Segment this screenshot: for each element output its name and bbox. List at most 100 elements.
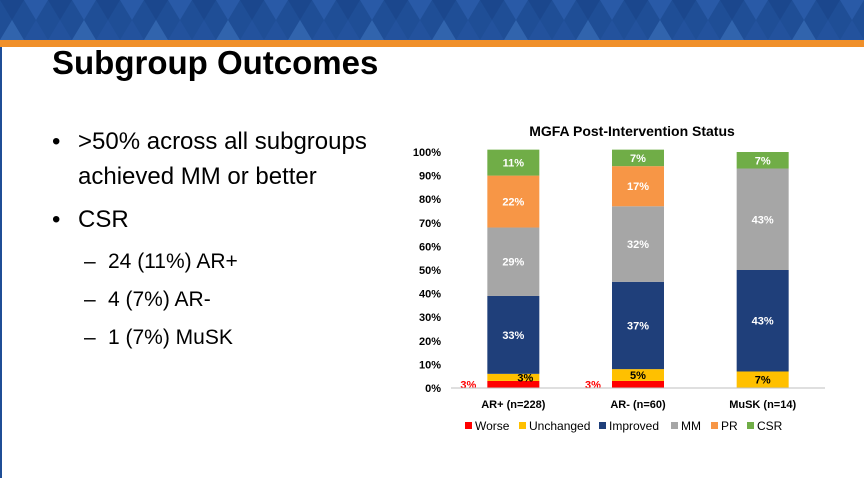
data-label: 11%	[503, 158, 525, 170]
bar-segment	[487, 380, 540, 388]
legend-swatch	[599, 422, 606, 429]
bar-segment	[736, 371, 789, 388]
banner-triangle	[528, 0, 552, 20]
banner-triangle	[528, 20, 552, 40]
banner-triangle	[144, 20, 168, 40]
banner-triangle	[72, 20, 96, 40]
banner-triangle	[792, 0, 816, 20]
dash-icon: –	[84, 288, 96, 311]
banner-triangle	[192, 0, 216, 20]
banner-triangle	[552, 20, 576, 40]
bullet-item: • CSR	[52, 202, 392, 237]
banner-triangle	[216, 20, 240, 40]
banner-triangle	[624, 20, 648, 40]
banner-triangle	[312, 0, 336, 20]
banner-triangle	[360, 20, 384, 40]
banner-triangle	[480, 20, 504, 40]
bar-segment	[487, 227, 540, 296]
data-label: 3%	[460, 379, 476, 391]
slide-title: Subgroup Outcomes	[52, 44, 379, 81]
sub-bullet-text: 24 (11%) AR+	[108, 250, 238, 273]
banner-triangle	[672, 0, 696, 20]
banner-triangle	[648, 0, 672, 20]
banner-pattern	[0, 0, 864, 40]
dash-icon: –	[84, 250, 96, 273]
chart-title: MGFA Post-Intervention Status	[529, 123, 735, 139]
y-tick-label: 100%	[413, 147, 441, 159]
banner-triangle	[840, 0, 864, 20]
banner-triangle	[480, 0, 504, 20]
bullet-text: >50% across all subgroups achieved MM or…	[78, 128, 367, 190]
bar-segment	[612, 281, 664, 370]
sub-bullet-item: –1 (7%) MuSK	[52, 325, 392, 351]
banner-triangle	[24, 0, 48, 20]
y-tick-label: 90%	[419, 171, 441, 183]
banner-triangle	[768, 0, 792, 20]
banner-triangle	[504, 0, 528, 20]
y-tick-label: 0%	[425, 383, 441, 395]
bar-segment	[612, 380, 664, 388]
y-tick-label: 40%	[419, 289, 441, 301]
banner-triangle	[384, 20, 408, 40]
banner-triangle	[120, 20, 144, 40]
x-tick-label: AR- (n=60)	[610, 399, 666, 411]
banner-triangle	[336, 20, 360, 40]
banner-triangle	[432, 20, 456, 40]
banner-triangle	[192, 20, 216, 40]
banner-triangle	[216, 0, 240, 20]
banner-triangle	[768, 20, 792, 40]
y-tick-label: 60%	[419, 241, 441, 253]
banner-triangle	[48, 0, 72, 20]
banner-triangle	[576, 0, 600, 20]
dash-icon: –	[84, 326, 96, 349]
data-label: 17%	[627, 181, 649, 193]
legend-label: Improved	[609, 419, 659, 433]
banner-triangle	[96, 20, 120, 40]
banner-triangle	[840, 20, 864, 40]
banner-triangle	[816, 0, 840, 20]
bullet-dot-icon: •	[52, 128, 61, 155]
banner-triangle	[168, 20, 192, 40]
x-tick-label: AR+ (n=228)	[481, 399, 546, 411]
data-label: 43%	[752, 316, 774, 328]
banner-triangle	[240, 20, 264, 40]
stacked-bar-chart: MGFA Post-Intervention Status 0% 10% 20% 30%…	[413, 123, 825, 433]
banner-triangle	[648, 20, 672, 40]
header-banner	[0, 0, 864, 40]
legend-swatch	[519, 422, 526, 429]
banner-triangle	[336, 0, 360, 20]
data-label: 3%	[585, 379, 601, 391]
banner-triangle	[456, 20, 480, 40]
data-label: 7%	[630, 153, 646, 165]
x-tick-label: MuSK (n=14)	[729, 399, 796, 411]
bar-segment	[612, 206, 664, 282]
banner-triangle	[168, 0, 192, 20]
legend-label: Unchanged	[529, 419, 590, 433]
banner-triangle	[24, 20, 48, 40]
bullet-list: • >50% across all subgroups achieved MM o…	[52, 124, 392, 351]
banner-triangle	[792, 20, 816, 40]
banner-triangle	[0, 20, 24, 40]
sub-bullet-text: 1 (7%) MuSK	[108, 326, 233, 349]
bar-segment	[736, 168, 789, 270]
banner-triangle	[600, 20, 624, 40]
banner-triangle	[552, 0, 576, 20]
banner-triangle	[816, 20, 840, 40]
banner-triangle	[720, 20, 744, 40]
banner-triangle	[408, 20, 432, 40]
bar-segment	[612, 369, 664, 381]
data-label: 29%	[502, 257, 524, 269]
banner-triangle	[432, 0, 456, 20]
banner-triangle	[288, 0, 312, 20]
banner-triangle	[120, 0, 144, 20]
legend-swatch	[747, 422, 754, 429]
data-label: 7%	[755, 375, 771, 387]
y-tick-label: 50%	[419, 265, 441, 277]
y-tick-label: 80%	[419, 194, 441, 206]
legend-label: MM	[681, 419, 701, 433]
data-label: 32%	[627, 239, 649, 251]
banner-triangle	[600, 0, 624, 20]
banner-triangle	[576, 20, 600, 40]
banner-triangle	[264, 0, 288, 20]
y-tick-label: 70%	[419, 218, 441, 230]
